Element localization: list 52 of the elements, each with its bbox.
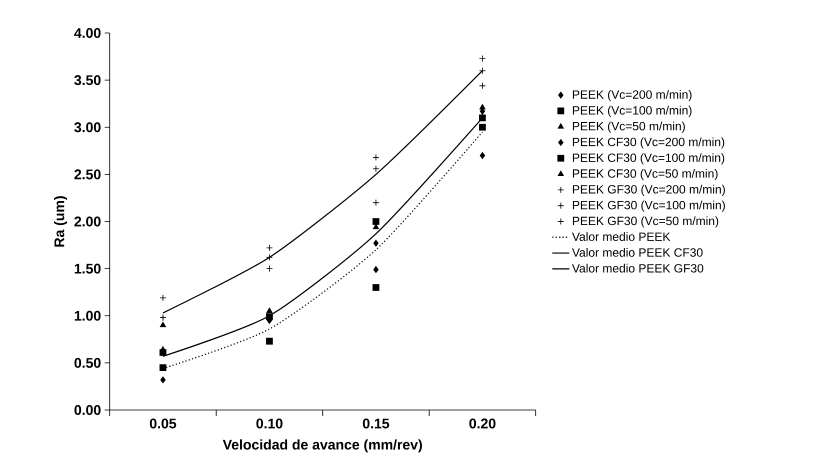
x-tick-label: 0.10 (256, 418, 282, 428)
point (479, 124, 486, 131)
x-tick-label: 0.20 (469, 418, 496, 428)
legend-label: PEEK GF30 (Vc=50 m/min) (572, 216, 718, 228)
x-axis-title: Velocidad de avance (mm/rev) (222, 439, 422, 452)
point (160, 376, 166, 384)
point (266, 265, 273, 272)
y-axis-title: Ra (um) (54, 196, 68, 247)
point (160, 322, 166, 328)
point (373, 240, 379, 247)
point (372, 218, 380, 225)
point (479, 114, 486, 122)
point (160, 364, 166, 371)
point (372, 165, 380, 172)
point (480, 152, 486, 159)
point (479, 104, 486, 110)
y-tick-label: 3.50 (74, 75, 101, 86)
point (266, 254, 273, 261)
legend-label: Valor medio PEEK CF30 (572, 248, 703, 257)
point (479, 67, 486, 74)
y-tick-label: 0.00 (74, 405, 101, 415)
legend-label: PEEK (Vc=200 m/min) (572, 90, 692, 102)
x-tick-label: 0.15 (362, 418, 390, 428)
point (479, 82, 486, 90)
point (373, 266, 379, 273)
y-tick-label: 1.50 (74, 264, 101, 274)
y-tick-label: 1.00 (74, 310, 101, 321)
legend-label: PEEK (Vc=100 m/min) (572, 106, 692, 117)
legend-label: PEEK GF30 (Vc=200 m/min) (572, 184, 725, 196)
legend-label: Valor medio PEEK GF30 (572, 264, 704, 273)
point (160, 294, 166, 302)
point (266, 313, 273, 320)
legend-label: PEEK (Vc=50 m/min) (572, 122, 685, 133)
point (372, 154, 380, 161)
y-tick-label: 2.50 (74, 169, 101, 180)
point (479, 55, 486, 62)
legend-label: PEEK GF30 (Vc=100 m/min) (572, 200, 725, 212)
y-tick-label: 2.00 (74, 216, 101, 226)
legend-label: Valor medio PEEK (572, 232, 670, 241)
y-tick-label: 0.50 (74, 358, 101, 368)
y-tick-label: 3.00 (74, 122, 101, 132)
x-tick-label: 0.05 (150, 418, 176, 428)
legend-label: PEEK CF30 (Vc=50 m/min) (572, 168, 718, 180)
point (372, 199, 380, 206)
legend-label: PEEK CF30 (Vc=200 m/min) (572, 137, 724, 149)
point (266, 338, 273, 345)
point (372, 284, 380, 291)
point (160, 346, 166, 352)
point (266, 308, 272, 313)
legend-label: PEEK CF30 (Vc=100 m/min) (572, 153, 724, 164)
point (266, 244, 273, 252)
y-tick-label: 4.00 (74, 28, 101, 38)
